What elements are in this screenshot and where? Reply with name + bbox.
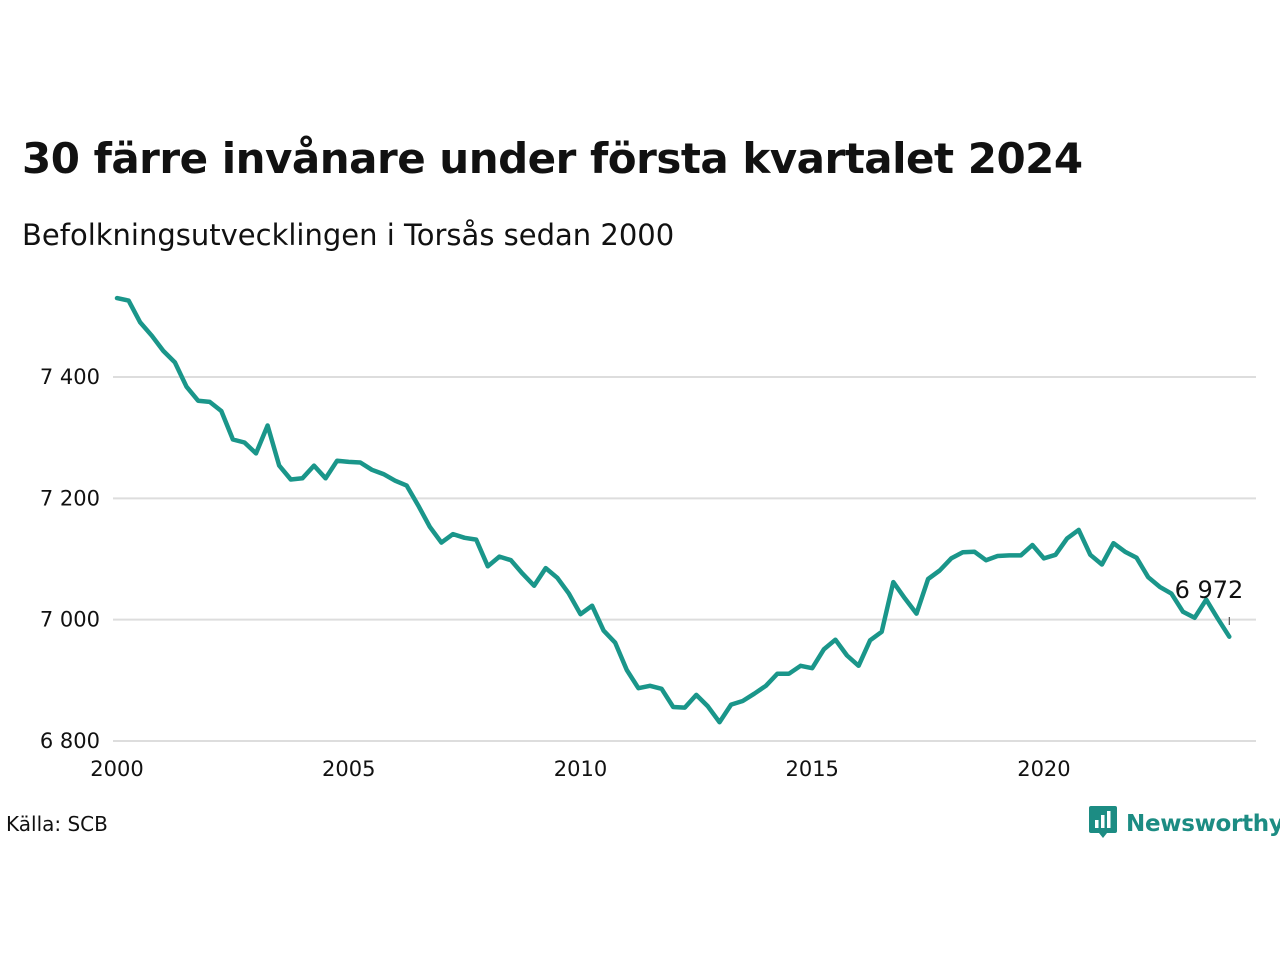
source-note: Källa: SCB [6, 812, 108, 836]
gridlines [113, 376, 1256, 742]
y-tick-label: 7 000 [40, 608, 100, 632]
newsworthy-wordmark: Newsworthy [1126, 811, 1280, 837]
series [114, 295, 1232, 725]
y-tick-label: 6 800 [40, 729, 100, 753]
y-tick-label: 7 200 [40, 486, 100, 510]
x-tick-label: 2020 [1017, 757, 1070, 781]
end-value-label: 6 972 [1175, 576, 1244, 604]
axis-labels: 6 800 7 000 7 200 7 400 2000 2005 2010 2015 2020 [40, 365, 1071, 781]
x-tick-label: 2000 [90, 757, 143, 781]
x-tick-label: 2005 [322, 757, 375, 781]
population-line [114, 295, 1232, 725]
chart-subtitle: Befolkningsutvecklingen i Torsås sedan 2… [22, 218, 675, 252]
newsworthy-brand[interactable]: Newsworthy [1088, 804, 1280, 844]
newsworthy-logo-icon [1088, 804, 1118, 844]
annotations: 6 972 [1175, 576, 1244, 625]
y-tick-label: 7 400 [40, 365, 100, 389]
chart-title: 30 färre invånare under första kvartalet… [22, 134, 1083, 183]
x-tick-label: 2015 [785, 757, 838, 781]
x-tick-label: 2010 [554, 757, 607, 781]
